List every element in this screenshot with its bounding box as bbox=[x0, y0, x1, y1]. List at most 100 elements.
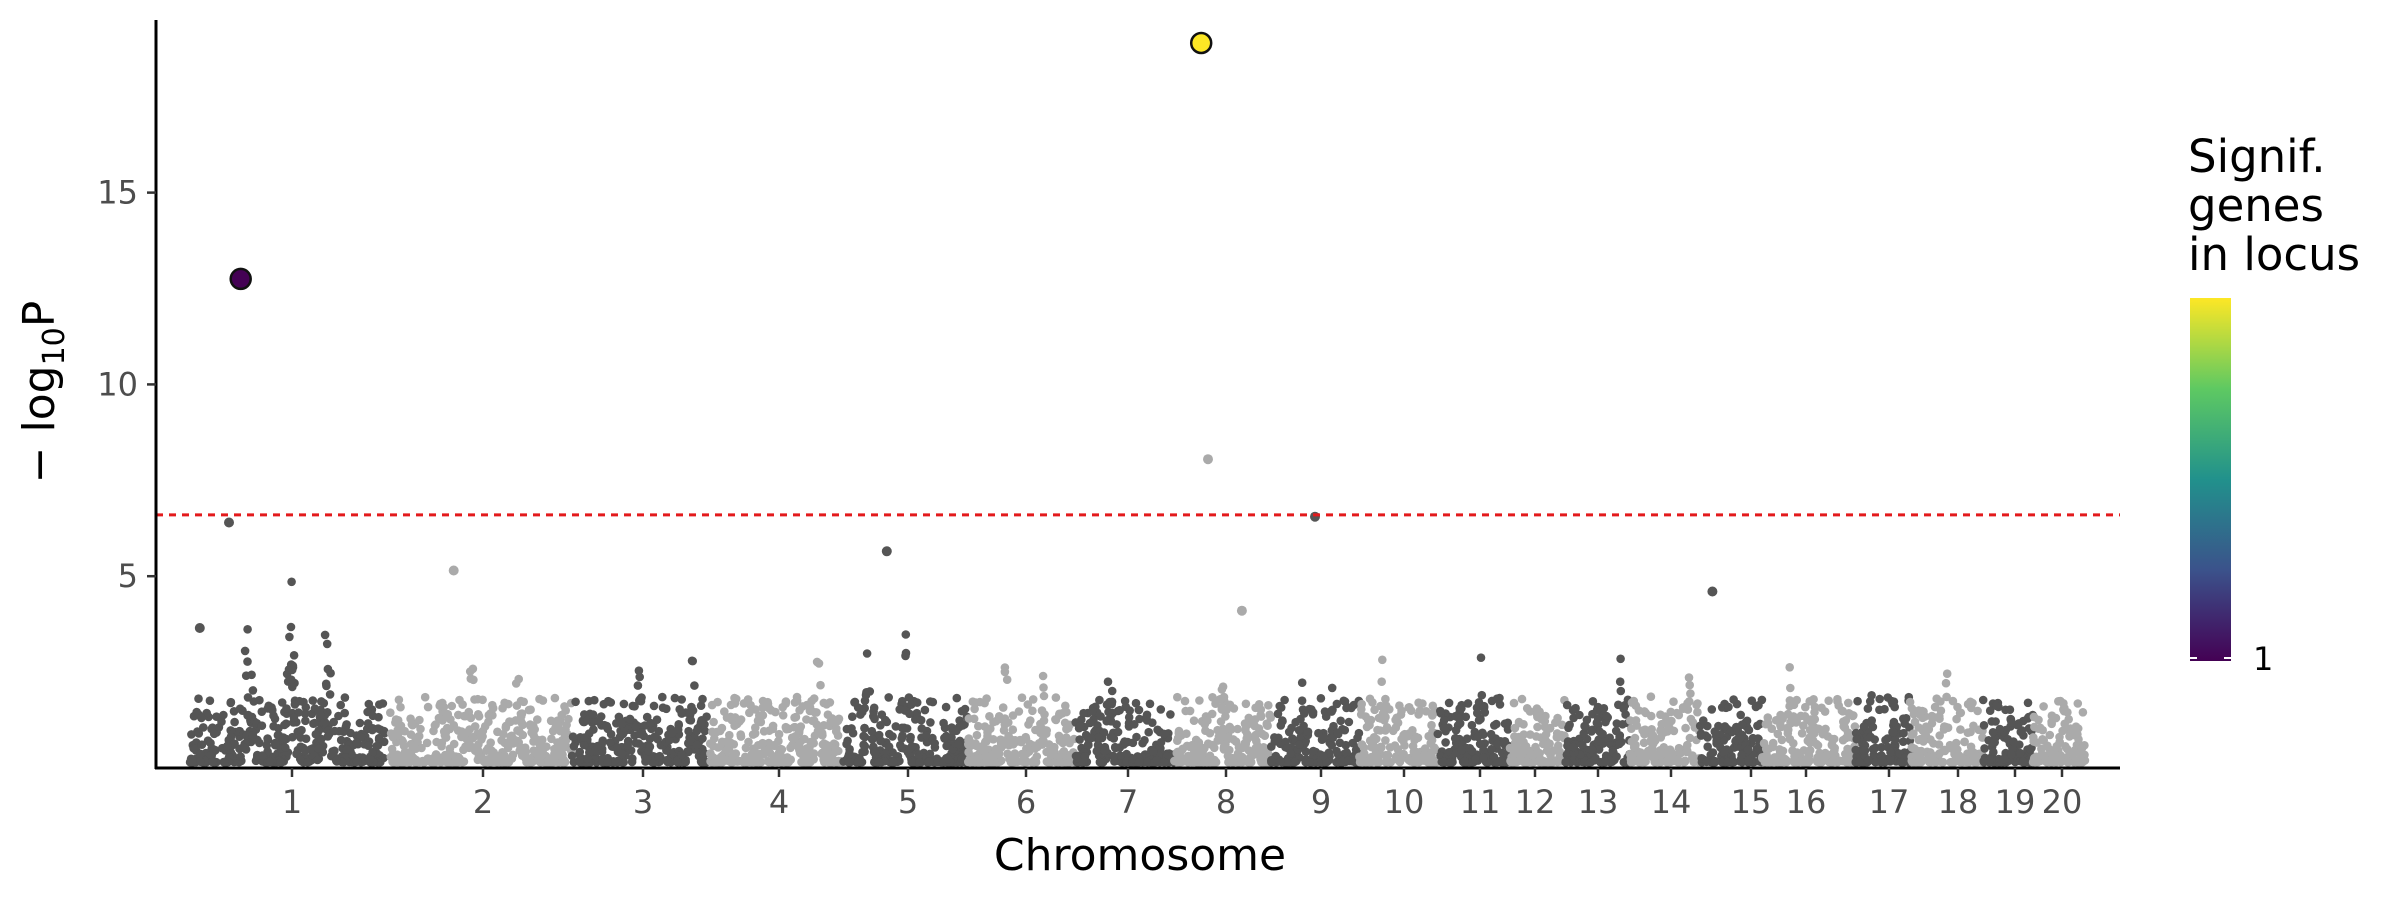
point bbox=[320, 630, 330, 640]
point bbox=[941, 702, 951, 712]
point bbox=[709, 717, 718, 727]
point bbox=[1827, 734, 1837, 744]
point bbox=[1439, 757, 1448, 767]
point bbox=[1189, 757, 1198, 767]
point bbox=[2063, 757, 2072, 767]
point bbox=[1480, 708, 1490, 717]
point bbox=[1896, 757, 1906, 767]
point bbox=[470, 722, 480, 731]
point bbox=[1109, 751, 1118, 761]
point bbox=[1743, 745, 1753, 755]
point bbox=[1356, 757, 1366, 766]
point bbox=[1100, 746, 1110, 756]
x-tick-label: 11 bbox=[1460, 783, 1501, 821]
point bbox=[619, 699, 629, 709]
point bbox=[1590, 756, 1599, 765]
point bbox=[1257, 755, 1266, 765]
point bbox=[442, 723, 452, 733]
point bbox=[1773, 729, 1783, 739]
point bbox=[1396, 755, 1405, 765]
point bbox=[662, 755, 672, 765]
point bbox=[795, 745, 804, 755]
point bbox=[1669, 697, 1678, 706]
point bbox=[270, 738, 280, 748]
point bbox=[743, 695, 753, 704]
point bbox=[710, 757, 719, 767]
point bbox=[1026, 716, 1035, 725]
point bbox=[1531, 742, 1540, 752]
point bbox=[800, 734, 809, 744]
point bbox=[243, 625, 252, 634]
point bbox=[999, 726, 1009, 735]
point bbox=[1669, 726, 1679, 736]
point bbox=[1467, 746, 1477, 756]
point bbox=[2008, 744, 2017, 753]
point bbox=[1578, 740, 1587, 750]
point bbox=[1130, 720, 1139, 729]
point bbox=[985, 712, 994, 721]
x-tick-label: 15 bbox=[1731, 783, 1772, 821]
point bbox=[745, 708, 754, 718]
point bbox=[901, 651, 910, 661]
point bbox=[281, 743, 290, 752]
point bbox=[1201, 726, 1210, 735]
point bbox=[1300, 709, 1309, 718]
point bbox=[535, 694, 544, 704]
point bbox=[1587, 727, 1596, 736]
x-tick-label: 13 bbox=[1578, 783, 1619, 821]
point bbox=[2018, 757, 2028, 767]
point bbox=[226, 732, 236, 741]
point bbox=[809, 694, 819, 703]
point bbox=[741, 743, 751, 753]
point bbox=[1492, 740, 1502, 749]
point bbox=[441, 757, 451, 767]
point bbox=[1989, 747, 1998, 757]
point bbox=[972, 730, 982, 740]
point bbox=[952, 693, 962, 703]
point bbox=[1446, 757, 1456, 767]
point bbox=[243, 711, 252, 720]
x-tick-label: 18 bbox=[1938, 783, 1979, 821]
point bbox=[928, 697, 938, 707]
point bbox=[1500, 737, 1510, 746]
y-axis-title-p: P bbox=[14, 301, 65, 328]
point bbox=[830, 718, 840, 727]
point bbox=[1377, 677, 1386, 686]
point bbox=[1113, 727, 1123, 737]
point bbox=[1532, 704, 1542, 713]
point bbox=[352, 738, 361, 747]
point bbox=[1987, 717, 1997, 726]
point bbox=[334, 711, 343, 721]
point bbox=[1487, 744, 1496, 754]
point bbox=[472, 744, 481, 753]
point bbox=[850, 698, 859, 707]
point bbox=[1805, 746, 1815, 755]
point bbox=[603, 757, 612, 767]
point bbox=[631, 722, 640, 732]
point bbox=[1205, 751, 1215, 761]
point bbox=[2007, 718, 2016, 727]
point bbox=[399, 757, 408, 767]
chromosome-17-points bbox=[1851, 691, 1915, 767]
point bbox=[1019, 749, 1029, 759]
point bbox=[230, 717, 239, 727]
point bbox=[1632, 721, 1641, 730]
point bbox=[1436, 706, 1445, 716]
point bbox=[1357, 740, 1367, 749]
point bbox=[2038, 725, 2047, 735]
point bbox=[2038, 735, 2047, 744]
point bbox=[567, 751, 577, 761]
point bbox=[1479, 745, 1488, 755]
point bbox=[1924, 755, 1934, 764]
point bbox=[1332, 746, 1341, 756]
point bbox=[1221, 712, 1230, 721]
point bbox=[795, 706, 804, 715]
point bbox=[1950, 757, 1959, 766]
point bbox=[1666, 707, 1676, 717]
point bbox=[759, 727, 769, 736]
point bbox=[1844, 698, 1853, 708]
y-axis-title-subscript: 10 bbox=[37, 327, 72, 365]
point bbox=[725, 756, 734, 766]
point bbox=[1693, 699, 1702, 708]
point bbox=[1809, 695, 1818, 704]
